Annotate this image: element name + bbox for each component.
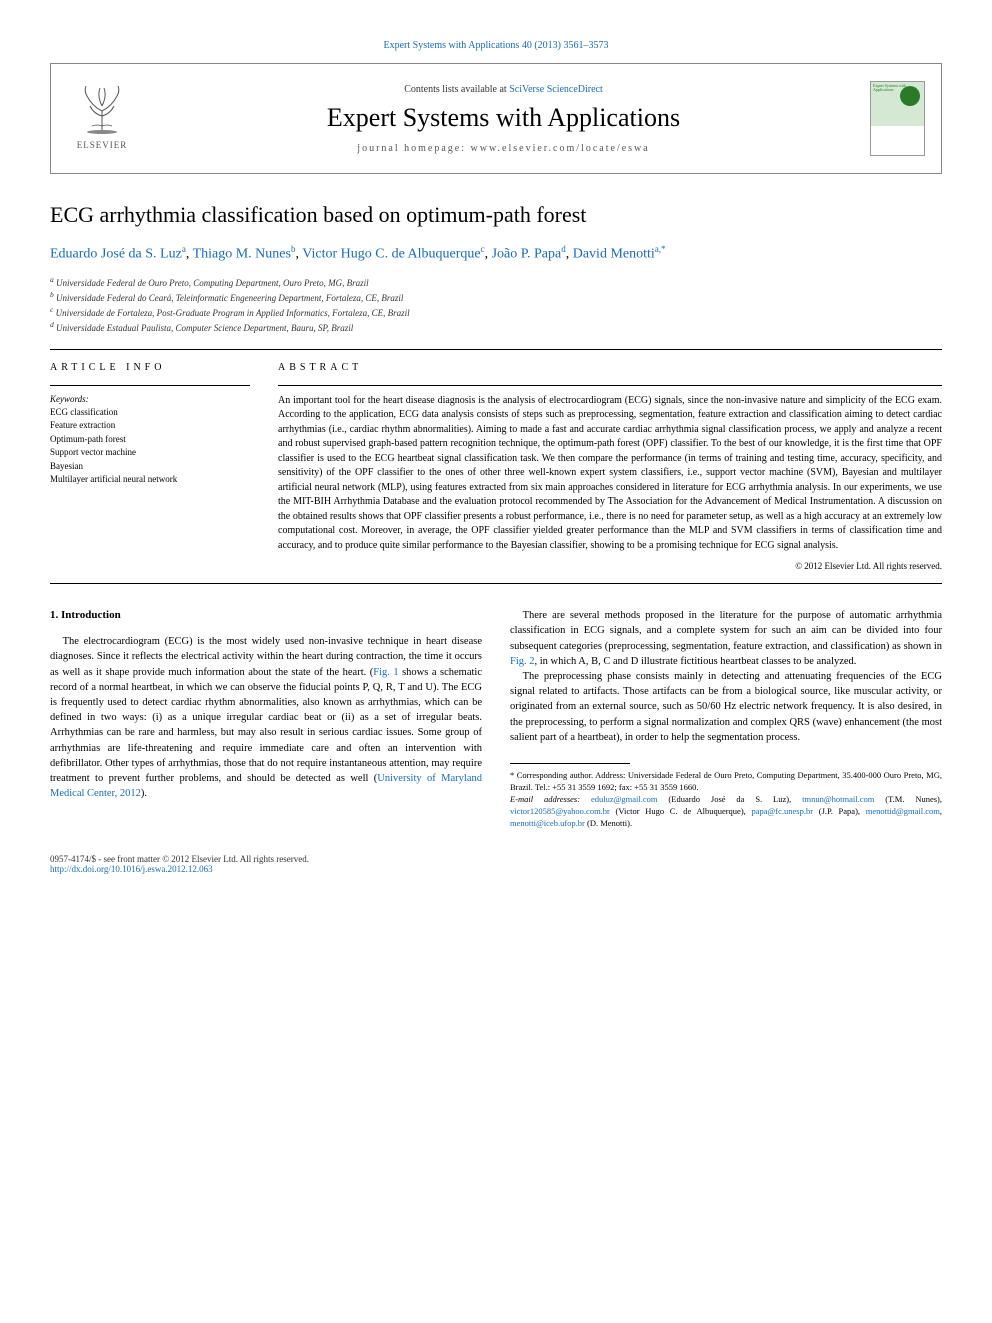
email-who: (D. Menotti). <box>585 818 632 828</box>
keyword: ECG classification <box>50 406 250 420</box>
sciencedirect-link[interactable]: SciVerse ScienceDirect <box>509 84 603 95</box>
body-two-column: 1. Introduction The electrocardiogram (E… <box>50 608 942 829</box>
separator-rule <box>50 583 942 584</box>
section-heading: 1. Introduction <box>50 608 482 624</box>
contents-prefix: Contents lists available at <box>404 84 509 95</box>
keyword: Multilayer artificial neural network <box>50 473 250 487</box>
body-text: , in which A, B, C and D illustrate fict… <box>535 656 857 667</box>
homepage-url[interactable]: www.elsevier.com/locate/eswa <box>471 143 650 154</box>
copyright-line: © 2012 Elsevier Ltd. All rights reserved… <box>278 561 942 571</box>
author-affil-sup: d <box>561 244 566 254</box>
author-affil-sup: c <box>481 244 485 254</box>
email-who: (T.M. Nunes), <box>874 794 942 804</box>
affil-sup: d <box>50 320 54 329</box>
header-center: Contents lists available at SciVerse Sci… <box>153 84 854 154</box>
body-text: ). <box>141 788 147 799</box>
publisher-logo[interactable]: ELSEVIER <box>67 76 137 161</box>
separator-rule <box>278 385 942 386</box>
keywords-list: ECG classification Feature extraction Op… <box>50 406 250 487</box>
email-link[interactable]: menotti@iceb.ufop.br <box>510 818 585 828</box>
doi-link[interactable]: http://dx.doi.org/10.1016/j.eswa.2012.12… <box>50 864 213 874</box>
figure-ref-link[interactable]: Fig. 1 <box>373 667 398 678</box>
author-list: Eduardo José da S. Luza, Thiago M. Nunes… <box>50 244 942 263</box>
affiliation: d Universidade Estadual Paulista, Comput… <box>50 320 942 333</box>
homepage-prefix: journal homepage: <box>357 143 470 154</box>
figure-ref-link[interactable]: Fig. 2 <box>510 656 535 667</box>
separator-rule <box>50 385 250 386</box>
email-who: (Victor Hugo C. de Albuquerque), <box>610 806 752 816</box>
keyword: Support vector machine <box>50 446 250 460</box>
affil-text: Universidade Federal de Ouro Preto, Comp… <box>56 278 369 288</box>
journal-homepage: journal homepage: www.elsevier.com/locat… <box>153 143 854 154</box>
affil-sup: a <box>50 275 54 284</box>
info-abstract-row: ARTICLE INFO Keywords: ECG classificatio… <box>50 362 942 572</box>
body-paragraph: The preprocessing phase consists mainly … <box>510 669 942 745</box>
abstract-column: ABSTRACT An important tool for the heart… <box>278 362 942 572</box>
article-info-heading: ARTICLE INFO <box>50 362 250 373</box>
email-who: (Eduardo José da S. Luz), <box>658 794 803 804</box>
affil-text: Universidade Estadual Paulista, Computer… <box>56 323 353 333</box>
email-who: (J.P. Papa), <box>813 806 866 816</box>
email-link[interactable]: menottid@gmail.com <box>866 806 940 816</box>
author-link[interactable]: Eduardo José da S. Luz <box>50 247 182 262</box>
affiliation: c Universidade de Fortaleza, Post-Gradua… <box>50 305 942 318</box>
email-footnote: E-mail addresses: eduluz@gmail.com (Edua… <box>510 794 942 830</box>
corresponding-author-footnote: * Corresponding author. Address: Univers… <box>510 770 942 794</box>
journal-cover-thumbnail[interactable]: Expert Systems with Applications <box>870 81 925 156</box>
author-link[interactable]: João P. Papa <box>492 247 562 262</box>
email-link[interactable]: victor120585@yahoo.com.br <box>510 806 610 816</box>
email-link[interactable]: papa@fc.unesp.br <box>751 806 813 816</box>
keywords-label: Keywords: <box>50 394 250 404</box>
contents-available-line: Contents lists available at SciVerse Sci… <box>153 84 854 95</box>
author-link[interactable]: Thiago M. Nunes <box>193 247 291 262</box>
article-title: ECG arrhythmia classification based on o… <box>50 202 942 228</box>
email-link[interactable]: tmnun@hotmail.com <box>802 794 874 804</box>
keyword: Optimum-path forest <box>50 433 250 447</box>
article-info-column: ARTICLE INFO Keywords: ECG classificatio… <box>50 362 250 572</box>
affiliations: a Universidade Federal de Ouro Preto, Co… <box>50 275 942 333</box>
keyword: Feature extraction <box>50 419 250 433</box>
publisher-name: ELSEVIER <box>77 140 128 150</box>
journal-header: ELSEVIER Contents lists available at Sci… <box>50 63 942 174</box>
keyword: Bayesian <box>50 460 250 474</box>
footnote-rule <box>510 763 630 764</box>
separator-rule <box>50 349 942 350</box>
affil-text: Universidade Federal do Ceará, Teleinfor… <box>56 293 403 303</box>
author-link[interactable]: David Menotti <box>573 247 655 262</box>
journal-name: Expert Systems with Applications <box>153 103 854 133</box>
author-affil-sup: a,* <box>655 244 666 254</box>
affiliation: b Universidade Federal do Ceará, Teleinf… <box>50 290 942 303</box>
email-who: , <box>940 806 942 816</box>
journal-reference-link[interactable]: Expert Systems with Applications 40 (201… <box>50 40 942 51</box>
page-footer: 0957-4174/$ - see front matter © 2012 El… <box>50 854 942 874</box>
affil-sup: c <box>50 305 53 314</box>
cover-text: Expert Systems with Applications <box>871 82 924 95</box>
email-label: E-mail addresses: <box>510 794 591 804</box>
body-paragraph: There are several methods proposed in th… <box>510 608 942 669</box>
footnotes: * Corresponding author. Address: Univers… <box>510 770 942 829</box>
elsevier-tree-icon <box>72 76 132 136</box>
author-affil-sup: b <box>291 244 296 254</box>
author-link[interactable]: Victor Hugo C. de Albuquerque <box>302 247 480 262</box>
affil-text: Universidade de Fortaleza, Post-Graduate… <box>56 308 410 318</box>
affiliation: a Universidade Federal de Ouro Preto, Co… <box>50 275 942 288</box>
email-link[interactable]: eduluz@gmail.com <box>591 794 658 804</box>
affil-sup: b <box>50 290 54 299</box>
abstract-heading: ABSTRACT <box>278 362 942 373</box>
front-matter-line: 0957-4174/$ - see front matter © 2012 El… <box>50 854 942 864</box>
body-paragraph: The electrocardiogram (ECG) is the most … <box>50 634 482 801</box>
body-text: There are several methods proposed in th… <box>510 610 942 651</box>
abstract-text: An important tool for the heart disease … <box>278 394 942 554</box>
author-affil-sup: a <box>182 244 186 254</box>
